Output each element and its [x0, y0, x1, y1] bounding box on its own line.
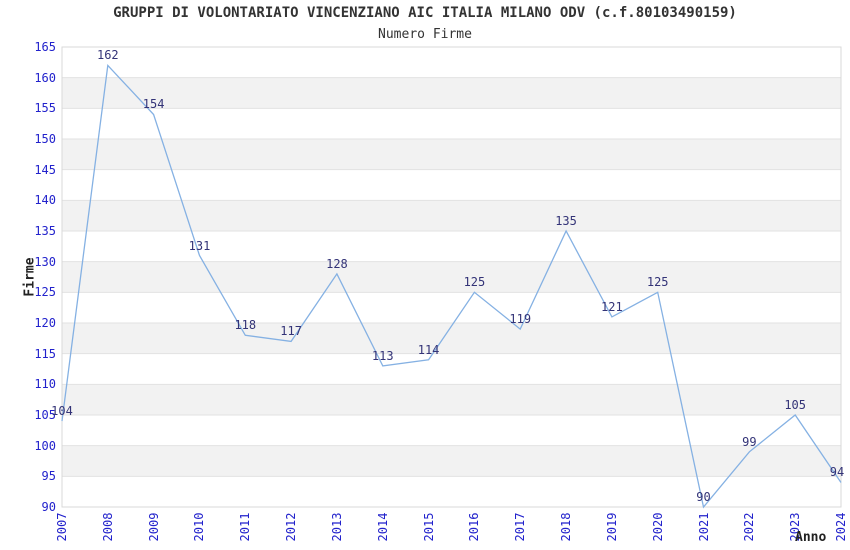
- y-tick-label: 140: [34, 193, 56, 208]
- x-tick-label: 2017: [513, 512, 528, 542]
- y-tick-label: 135: [34, 224, 56, 238]
- x-tick-label: 2009: [146, 512, 161, 542]
- data-point-label: 128: [326, 256, 348, 271]
- grid-band: [62, 445, 841, 477]
- x-tick-label: 2019: [604, 512, 619, 542]
- grid-band: [62, 139, 841, 170]
- data-point-label: 90: [696, 490, 711, 504]
- chart-subtitle: Numero Firme: [378, 27, 472, 42]
- data-point-label: 114: [417, 342, 440, 357]
- y-tick-label: 115: [34, 346, 56, 361]
- y-tick-label: 160: [34, 70, 56, 85]
- x-tick-label: 2013: [329, 512, 344, 542]
- data-point-label: 121: [601, 299, 623, 314]
- x-tick-label: 2022: [742, 512, 757, 542]
- data-point-label: 119: [509, 312, 532, 327]
- y-axis-title: Firme: [22, 257, 38, 297]
- plot-border: [61, 46, 842, 508]
- x-tick-label: 2007: [55, 512, 69, 542]
- x-tick-label: 2010: [192, 512, 207, 542]
- grid-band: [62, 323, 841, 354]
- grid-band: [62, 384, 841, 415]
- data-point-label: 104: [51, 404, 73, 419]
- grid-band: [62, 261, 841, 293]
- data-point-label: 94: [829, 465, 845, 480]
- data-point-label: 135: [555, 214, 577, 228]
- data-point-label: 99: [742, 434, 757, 449]
- data-point-label: 125: [646, 275, 669, 290]
- chart-line: [61, 63, 842, 509]
- y-tick-label: 105: [34, 408, 56, 422]
- y-tick-label: 110: [34, 377, 56, 392]
- y-tick-label: 130: [34, 254, 56, 269]
- data-point-label: 117: [280, 324, 302, 339]
- x-tick-label: 2024: [834, 512, 848, 542]
- y-tick-label: 145: [34, 162, 56, 177]
- data-point-label: 118: [234, 318, 257, 333]
- data-point-label: 154: [142, 97, 165, 112]
- x-tick-label: 2018: [559, 512, 574, 542]
- x-tick-label: 2020: [650, 512, 665, 542]
- x-tick-label: 2011: [238, 512, 253, 542]
- y-tick-label: 100: [34, 438, 56, 453]
- y-tick-label: 155: [34, 101, 56, 116]
- data-point-label: 125: [463, 275, 486, 290]
- y-tick-label: 150: [34, 132, 56, 146]
- data-point-label: 105: [784, 398, 807, 412]
- x-tick-label: 2008: [100, 512, 115, 542]
- x-axis-title: Anno: [795, 530, 827, 545]
- data-point-label: 162: [96, 48, 119, 63]
- y-tick-label: 165: [34, 40, 56, 54]
- x-tick-label: 2015: [421, 512, 436, 542]
- x-tick-label: 2021: [696, 512, 711, 542]
- y-tick-label: 90: [41, 500, 56, 514]
- y-tick-label: 125: [34, 285, 56, 300]
- grid-band: [62, 77, 841, 109]
- chart-title: GRUPPI DI VOLONTARIATO VINCENZIANO AIC I…: [113, 5, 737, 21]
- data-point-label: 131: [188, 238, 211, 253]
- grid-band: [62, 200, 841, 231]
- x-tick-label: 2016: [467, 512, 482, 542]
- y-tick-label: 95: [41, 469, 56, 484]
- x-tick-label: 2014: [375, 512, 390, 542]
- y-tick-label: 120: [34, 316, 56, 330]
- data-point-label: 113: [371, 348, 394, 363]
- x-tick-label: 2012: [284, 512, 299, 542]
